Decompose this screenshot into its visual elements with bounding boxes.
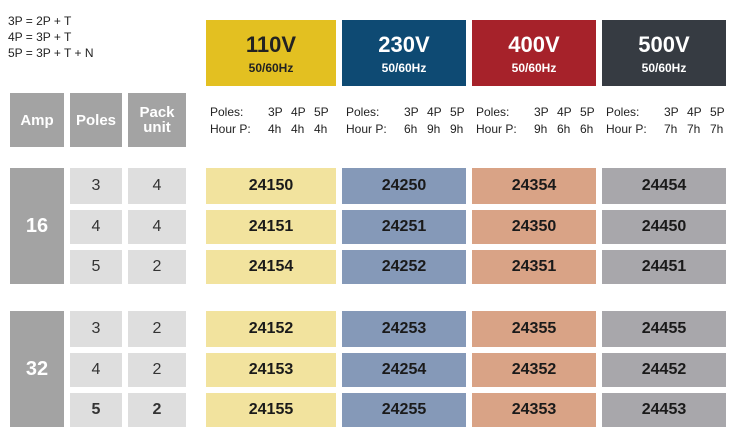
poles-value: 3P bbox=[534, 105, 549, 119]
column-header: Poles bbox=[70, 93, 122, 147]
amp-cell: 16 bbox=[10, 168, 64, 284]
article-code: 24150 bbox=[206, 168, 336, 204]
pack-unit-cell: 4 bbox=[128, 168, 186, 204]
voltage: 110V bbox=[245, 32, 297, 57]
poles-label: Poles: bbox=[476, 105, 510, 119]
hour-value: 4h bbox=[314, 122, 328, 136]
article-code: 24450 bbox=[602, 210, 726, 244]
article-code: 24153 bbox=[206, 353, 336, 387]
hour-label: Hour P: bbox=[210, 122, 251, 136]
voltage-header bbox=[602, 20, 726, 86]
voltage-header bbox=[342, 20, 466, 86]
poles-value: 4P bbox=[557, 105, 572, 119]
voltage-header bbox=[206, 20, 336, 86]
article-code: 24253 bbox=[342, 311, 466, 347]
article-code: 24351 bbox=[472, 250, 596, 284]
voltage: 400V bbox=[508, 32, 560, 57]
voltage: 500V bbox=[638, 32, 690, 57]
poles-label: Poles: bbox=[606, 105, 640, 119]
hour-value: 7h bbox=[687, 122, 701, 136]
hour-value: 9h bbox=[427, 122, 441, 136]
hour-value: 9h bbox=[450, 122, 464, 136]
hour-value: 7h bbox=[710, 122, 724, 136]
poles-cell: 5 bbox=[70, 393, 122, 427]
article-code: 24152 bbox=[206, 311, 336, 347]
article-code: 24353 bbox=[472, 393, 596, 427]
hour-label: Hour P: bbox=[606, 122, 647, 136]
poles-value: 5P bbox=[314, 105, 329, 119]
frequency: 50/60Hz bbox=[511, 61, 557, 75]
hour-value: 9h bbox=[534, 122, 548, 136]
column-header: Amp bbox=[10, 93, 64, 147]
article-code: 24250 bbox=[342, 168, 466, 204]
poles-cell: 3 bbox=[70, 311, 122, 347]
poles-value: 4P bbox=[687, 105, 702, 119]
poles-label: Poles: bbox=[346, 105, 380, 119]
poles-value: 5P bbox=[580, 105, 595, 119]
pack-unit-cell: 2 bbox=[128, 393, 186, 427]
article-code: 24453 bbox=[602, 393, 726, 427]
voltage-header bbox=[472, 20, 596, 86]
poles-value: 3P bbox=[664, 105, 679, 119]
poles-cell: 3 bbox=[70, 168, 122, 204]
hour-value: 4h bbox=[291, 122, 305, 136]
voltage: 230V bbox=[378, 32, 430, 57]
frequency: 50/60Hz bbox=[248, 61, 294, 75]
hour-value: 6h bbox=[557, 122, 571, 136]
legend-line: 5P = 3P + T + N bbox=[8, 46, 94, 60]
hour-value: 6h bbox=[404, 122, 418, 136]
article-code: 24154 bbox=[206, 250, 336, 284]
poles-label: Poles: bbox=[210, 105, 244, 119]
article-code: 24455 bbox=[602, 311, 726, 347]
hour-label: Hour P: bbox=[346, 122, 387, 136]
article-code: 24352 bbox=[472, 353, 596, 387]
hour-value: 7h bbox=[664, 122, 678, 136]
poles-cell: 5 bbox=[70, 250, 122, 284]
article-code: 24151 bbox=[206, 210, 336, 244]
article-code: 24252 bbox=[342, 250, 466, 284]
article-code: 24350 bbox=[472, 210, 596, 244]
article-code: 24255 bbox=[342, 393, 466, 427]
poles-value: 5P bbox=[710, 105, 725, 119]
article-code: 24254 bbox=[342, 353, 466, 387]
poles-value: 4P bbox=[291, 105, 306, 119]
column-header: Pack unit bbox=[128, 93, 186, 147]
pack-unit-cell: 2 bbox=[128, 353, 186, 387]
hour-value: 4h bbox=[268, 122, 282, 136]
article-code: 24354 bbox=[472, 168, 596, 204]
frequency: 50/60Hz bbox=[381, 61, 427, 75]
poles-cell: 4 bbox=[70, 353, 122, 387]
poles-value: 3P bbox=[268, 105, 283, 119]
legend-line: 4P = 3P + T bbox=[8, 30, 72, 44]
pack-unit-cell: 2 bbox=[128, 250, 186, 284]
poles-value: 4P bbox=[427, 105, 442, 119]
article-code: 24251 bbox=[342, 210, 466, 244]
pack-unit-cell: 4 bbox=[128, 210, 186, 244]
frequency: 50/60Hz bbox=[641, 61, 687, 75]
legend-line: 3P = 2P + T bbox=[8, 14, 72, 28]
article-code: 24155 bbox=[206, 393, 336, 427]
article-code: 24451 bbox=[602, 250, 726, 284]
article-code: 24454 bbox=[602, 168, 726, 204]
article-code: 24355 bbox=[472, 311, 596, 347]
amp-cell: 32 bbox=[10, 311, 64, 427]
hour-label: Hour P: bbox=[476, 122, 517, 136]
pack-unit-cell: 2 bbox=[128, 311, 186, 347]
poles-value: 3P bbox=[404, 105, 419, 119]
hour-value: 6h bbox=[580, 122, 594, 136]
poles-value: 5P bbox=[450, 105, 465, 119]
article-code: 24452 bbox=[602, 353, 726, 387]
poles-cell: 4 bbox=[70, 210, 122, 244]
